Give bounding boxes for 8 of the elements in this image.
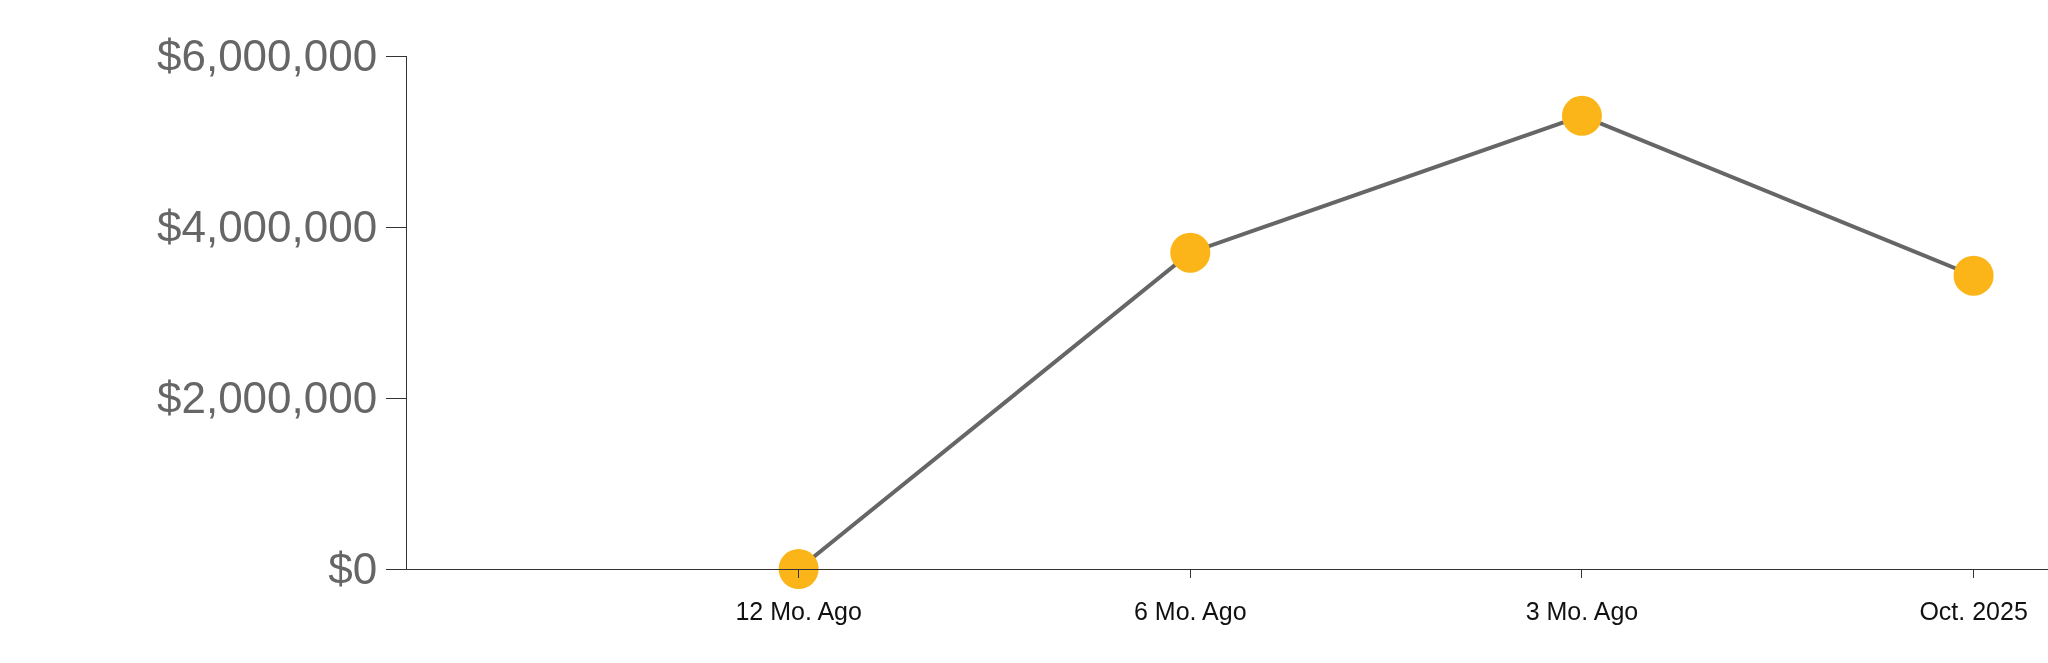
- x-tick-label: 6 Mo. Ago: [1134, 597, 1247, 625]
- y-tick-label: $2,000,000: [156, 373, 378, 423]
- x-tick-label: 12 Mo. Ago: [735, 597, 862, 625]
- y-tick-label: $6,000,000: [156, 31, 378, 81]
- x-tick-label: Oct. 2025: [1919, 597, 2028, 625]
- y-tick-label: $0: [328, 544, 378, 594]
- x-tick-label: 3 Mo. Ago: [1525, 597, 1639, 625]
- y-tick-label: $4,000,000: [156, 202, 378, 252]
